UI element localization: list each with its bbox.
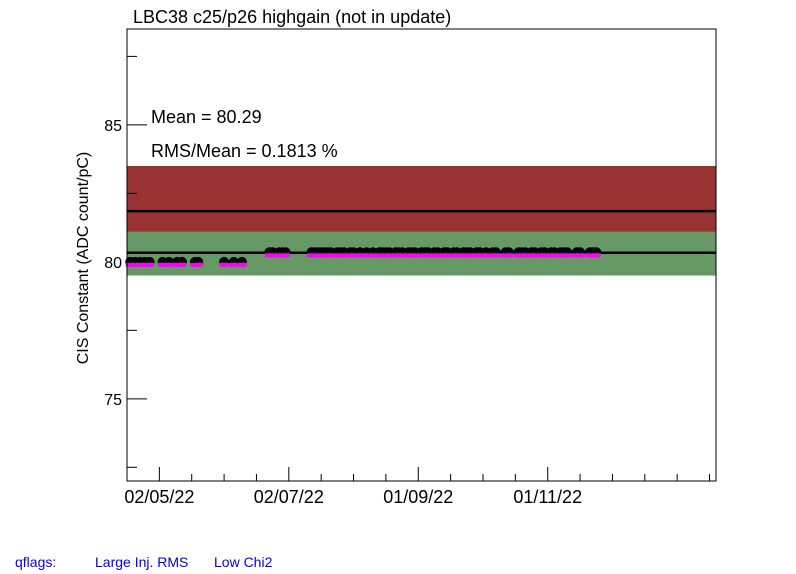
data-point-marker: [339, 253, 349, 258]
data-point-marker: [229, 262, 239, 267]
data-point-marker: [145, 262, 155, 267]
data-point-marker: [125, 262, 135, 267]
data-point-marker: [219, 262, 229, 267]
data-point-marker: [562, 253, 572, 258]
y-axis-label: CIS Constant (ADC count/pC): [75, 152, 92, 365]
qflag-low-chi2: Low Chi2: [214, 554, 273, 570]
data-point-marker: [575, 253, 585, 258]
data-point-marker: [326, 253, 336, 258]
data-point-marker: [130, 262, 140, 267]
qflags-label: qflags:: [15, 554, 57, 570]
x-tick-label: 01/11/22: [513, 487, 582, 507]
data-point-marker: [135, 262, 145, 267]
data-point-marker: [539, 253, 549, 258]
chart-title: LBC38 c25/p26 highgain (not in update): [133, 7, 451, 27]
x-tick-label: 01/09/22: [383, 487, 453, 507]
data-point-marker: [384, 253, 394, 258]
data-point-marker: [177, 262, 187, 267]
data-point-marker: [442, 253, 452, 258]
plot-frame: [126, 28, 717, 482]
data-point-marker: [465, 253, 475, 258]
data-point-marker: [281, 253, 291, 258]
data-point-marker: [397, 253, 407, 258]
y-tick-label: 85: [104, 118, 122, 135]
data-point-marker: [172, 262, 182, 267]
data-point-marker: [433, 253, 443, 258]
data-point-marker: [164, 262, 174, 267]
data-point-marker: [349, 253, 359, 258]
data-point-marker: [481, 253, 491, 258]
data-point-marker: [410, 253, 420, 258]
y-tick-label: 80: [104, 255, 122, 272]
data-point-marker: [355, 253, 365, 258]
mean-label: Mean = 80.29: [151, 107, 262, 127]
x-tick-label: 02/05/22: [124, 487, 194, 507]
data-point-marker: [504, 253, 514, 258]
data-point-marker: [530, 253, 540, 258]
data-point-marker: [491, 253, 501, 258]
data-point-marker: [368, 253, 378, 258]
data-point-marker: [268, 253, 278, 258]
data-point-marker: [549, 253, 559, 258]
data-point-marker: [423, 253, 433, 258]
data-point-marker: [140, 262, 150, 267]
data-point-marker: [520, 253, 530, 258]
data-point-marker: [361, 253, 371, 258]
qflag-large-inj-rms: Large Inj. RMS: [95, 554, 189, 570]
data-point-marker: [193, 262, 203, 267]
data-point-marker: [475, 253, 485, 258]
data-point-marker: [158, 262, 168, 267]
data-point-marker: [237, 262, 247, 267]
data-point-marker: [591, 253, 601, 258]
x-tick-label: 02/07/22: [254, 487, 324, 507]
data-point-marker: [452, 253, 462, 258]
y-tick-label: 75: [104, 392, 122, 409]
rms-mean-label: RMS/Mean = 0.1813 %: [151, 141, 338, 161]
